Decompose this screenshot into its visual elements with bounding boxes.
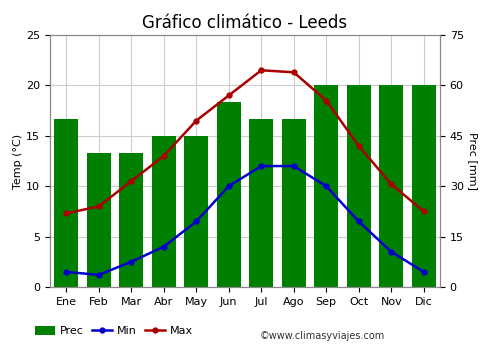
Bar: [54, 119, 78, 287]
Bar: [412, 85, 436, 287]
Bar: [346, 85, 371, 287]
Bar: [184, 136, 208, 287]
Bar: [314, 85, 338, 287]
Title: Gráfico climático - Leeds: Gráfico climático - Leeds: [142, 14, 348, 32]
Bar: [119, 153, 144, 287]
Y-axis label: Prec [mm]: Prec [mm]: [468, 132, 477, 190]
Bar: [152, 136, 176, 287]
Bar: [282, 119, 306, 287]
Y-axis label: Temp (°C): Temp (°C): [14, 133, 24, 189]
Bar: [216, 102, 241, 287]
Bar: [379, 85, 404, 287]
Bar: [86, 153, 111, 287]
Text: ©www.climasyviajes.com: ©www.climasyviajes.com: [260, 331, 385, 341]
Legend: Prec, Min, Max: Prec, Min, Max: [30, 322, 198, 341]
Bar: [249, 119, 274, 287]
